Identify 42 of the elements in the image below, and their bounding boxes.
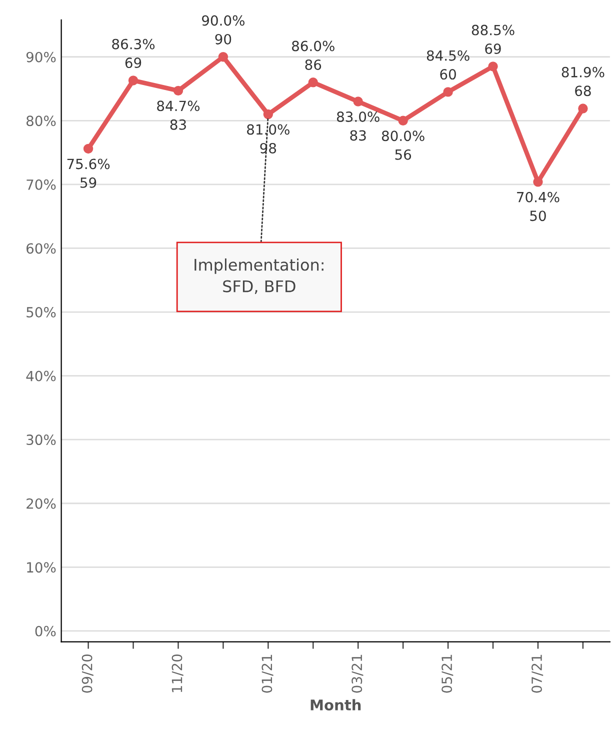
- x-tick-label: 05/21: [442, 654, 454, 693]
- data-label: 86.3% 69: [112, 38, 155, 68]
- data-label: 75.6% 59: [67, 158, 110, 188]
- point: [578, 104, 588, 114]
- point: [128, 76, 138, 86]
- y-tick-label: 80%: [26, 116, 56, 126]
- x-tick-label: 01/21: [262, 654, 274, 693]
- y-tick-label: 50%: [26, 306, 56, 318]
- data-label: 81.0% 98: [247, 124, 290, 154]
- point: [353, 96, 363, 106]
- data-label: 88.5% 69: [472, 24, 514, 54]
- data-label: 81.9% 68: [562, 66, 604, 96]
- y-tick-label: 20%: [26, 498, 56, 509]
- y-tick-label: 70%: [26, 179, 56, 190]
- y-tick-label: 10%: [27, 562, 56, 573]
- x-axis-title: Month: [310, 699, 361, 710]
- data-label: 90.0% 90: [202, 15, 244, 44]
- data-label: 70.4% 50: [517, 192, 560, 222]
- point: [173, 86, 184, 96]
- y-tick-label: 0%: [35, 626, 56, 636]
- y-tick-label: 40%: [26, 370, 56, 382]
- x-tick-label: 11/20: [172, 654, 184, 692]
- point: [218, 52, 228, 62]
- x-tick-label: 03/21: [352, 654, 364, 693]
- data-label: 84.5% 60: [426, 50, 470, 80]
- data-label: 84.7% 83: [157, 100, 200, 130]
- data-label: 80.0% 56: [382, 130, 424, 160]
- point: [533, 177, 543, 187]
- y-tick-label: 90%: [26, 52, 56, 62]
- point: [263, 109, 274, 120]
- point: [83, 144, 94, 154]
- data-label: 83.0% 83: [336, 111, 380, 141]
- point: [488, 62, 498, 72]
- x-tick-label: 07/21: [532, 654, 544, 693]
- y-tick-label: 60%: [26, 243, 56, 254]
- point: [443, 87, 453, 97]
- data-label: 86.0% 86: [292, 40, 334, 70]
- y-tick-label: 30%: [26, 434, 56, 446]
- point: [308, 78, 318, 88]
- point: [398, 116, 408, 126]
- x-tick-label: 09/20: [82, 654, 94, 693]
- annotation: Implementation: SFD, BFD: [194, 258, 324, 294]
